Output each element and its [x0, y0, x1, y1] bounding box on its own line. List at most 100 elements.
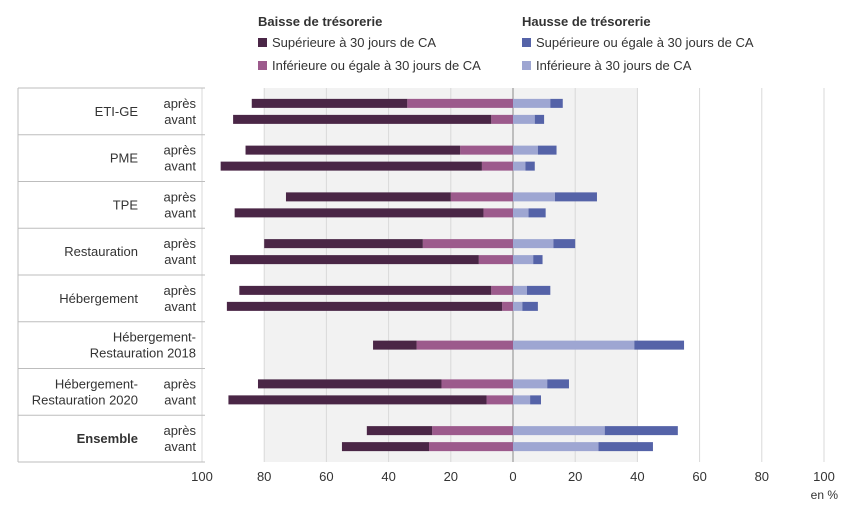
- category-labels: aprèsavantETI-GEaprèsavantPMEaprèsavantT…: [32, 96, 197, 454]
- legend-swatch-h_sup: [522, 38, 531, 47]
- group-label-1: PME: [110, 151, 139, 166]
- bar-1-1-b-inf: [481, 161, 513, 171]
- bar-0-0-b-sup: [251, 98, 408, 108]
- group-label-3: Restauration: [64, 244, 138, 259]
- x-tick-label-5: 0: [509, 469, 516, 484]
- row-label-3-0: après: [163, 236, 196, 251]
- bar-0-1-b-inf: [491, 114, 513, 124]
- bar-5-0-b-inf: [416, 340, 513, 350]
- bar-0-0-b-inf: [407, 98, 513, 108]
- bar-0-0-h-sup: [550, 98, 563, 108]
- group-label-line: PME: [110, 151, 139, 166]
- bar-6-0-b-inf: [441, 379, 513, 389]
- bar-3-1-b-inf: [478, 255, 513, 265]
- row-label-1-0: après: [163, 143, 196, 158]
- bar-3-1-h-sup: [533, 255, 543, 265]
- legend-label-b_sup: Supérieure à 30 jours de CA: [272, 35, 436, 50]
- x-axis: 100 80 60 40 20 0 20 40 60 80 100 en %: [191, 469, 838, 502]
- bar-0-1-b-sup: [233, 114, 492, 124]
- group-label-2: TPE: [113, 197, 139, 212]
- x-tick-label-8: 60: [692, 469, 706, 484]
- row-label-2-0: après: [163, 189, 196, 204]
- bar-3-0-b-inf: [422, 239, 513, 249]
- row-label-1-1: avant: [164, 159, 196, 174]
- bar-2-1-h-sup: [528, 208, 546, 218]
- bar-7-0-b-sup: [366, 426, 433, 436]
- row-label-3-1: avant: [164, 252, 196, 267]
- x-tick-label-9: 80: [755, 469, 769, 484]
- bar-0-1-h-sup: [534, 114, 545, 124]
- legend-right-title: Hausse de trésorerie: [522, 14, 651, 29]
- bar-7-1-h-sup: [598, 442, 653, 452]
- group-label-line: Hébergement-: [55, 376, 138, 391]
- bar-7-1-b-inf: [429, 442, 513, 452]
- x-tick-label-1: 80: [257, 469, 271, 484]
- bar-5-0-b-sup: [373, 340, 417, 350]
- bar-6-1-h-inf: [513, 395, 531, 405]
- bar-5-0-h-sup: [634, 340, 685, 350]
- bar-0-1-h-inf: [513, 114, 535, 124]
- row-label-0-1: avant: [164, 112, 196, 127]
- legend-swatch-b_sup: [258, 38, 267, 47]
- group-label-0: ETI-GE: [95, 104, 139, 119]
- bar-6-0-h-inf: [513, 379, 548, 389]
- bar-6-1-b-sup: [228, 395, 487, 405]
- x-tick-label-7: 40: [630, 469, 644, 484]
- x-tick-label-0: 100: [191, 469, 213, 484]
- group-label-line: Restauration 2018: [90, 346, 196, 361]
- group-label-line: Hébergement: [59, 291, 138, 306]
- bar-1-0-b-inf: [460, 145, 513, 155]
- legend-label-h_inf: Inférieure à 30 jours de CA: [536, 58, 692, 73]
- bar-3-0-h-sup: [553, 239, 576, 249]
- row-label-4-1: avant: [164, 299, 196, 314]
- legend-label-b_inf: Inférieure ou égale à 30 jours de CA: [272, 58, 481, 73]
- bar-1-1-b-sup: [220, 161, 482, 171]
- bar-4-0-b-sup: [239, 285, 492, 295]
- bar-7-0-b-inf: [432, 426, 513, 436]
- bar-4-1-b-sup: [226, 301, 503, 311]
- x-axis-unit: en %: [811, 488, 839, 502]
- bar-4-1-b-inf: [502, 301, 513, 311]
- bar-3-1-b-sup: [229, 255, 479, 265]
- bars: [220, 98, 685, 452]
- row-label-0-0: après: [163, 96, 196, 111]
- group-label-line: ETI-GE: [95, 104, 139, 119]
- bar-1-1-h-sup: [525, 161, 535, 171]
- bar-1-1-h-inf: [513, 161, 526, 171]
- bar-1-0-b-sup: [245, 145, 461, 155]
- legend-label-h_sup: Supérieure ou égale à 30 jours de CA: [536, 35, 754, 50]
- x-tick-label-6: 20: [568, 469, 582, 484]
- row-label-4-0: après: [163, 283, 196, 298]
- bar-4-0-h-inf: [513, 285, 527, 295]
- bar-2-1-b-inf: [483, 208, 513, 218]
- bar-6-0-h-sup: [547, 379, 569, 389]
- legend-left-title: Baisse de trésorerie: [258, 14, 382, 29]
- group-label-4: Hébergement: [59, 291, 138, 306]
- bar-2-0-h-sup: [554, 192, 597, 202]
- legend: Baisse de trésorerie Hausse de trésorerie…: [258, 14, 754, 73]
- bar-7-1-b-sup: [341, 442, 430, 452]
- bar-7-0-h-inf: [513, 426, 605, 436]
- row-label-6-0: après: [163, 376, 196, 391]
- group-label-line: Restauration: [64, 244, 138, 259]
- row-label-2-1: avant: [164, 205, 196, 220]
- bar-4-1-h-sup: [522, 301, 538, 311]
- x-tick-label-4: 20: [444, 469, 458, 484]
- bar-3-1-h-inf: [513, 255, 534, 265]
- bar-3-0-h-inf: [513, 239, 554, 249]
- group-label-line: Restauration 2020: [32, 392, 138, 407]
- row-label-6-1: avant: [164, 392, 196, 407]
- bar-6-1-b-inf: [486, 395, 513, 405]
- bar-2-1-b-sup: [234, 208, 484, 218]
- bar-4-0-h-sup: [526, 285, 551, 295]
- x-tick-label-3: 40: [381, 469, 395, 484]
- bar-3-0-b-sup: [264, 239, 423, 249]
- bar-2-1-h-inf: [513, 208, 529, 218]
- group-label-line: Ensemble: [77, 431, 138, 446]
- bar-6-0-b-sup: [257, 379, 442, 389]
- x-tick-label-2: 60: [319, 469, 333, 484]
- x-tick-label-10: 100: [813, 469, 835, 484]
- bar-5-0-h-inf: [513, 340, 635, 350]
- bar-6-1-h-sup: [530, 395, 541, 405]
- group-label-line: TPE: [113, 197, 139, 212]
